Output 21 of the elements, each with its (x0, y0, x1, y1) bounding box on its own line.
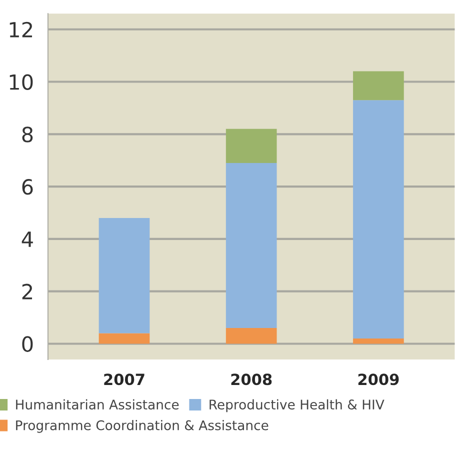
y-tick-label: 8 (22, 126, 33, 142)
x-tick-label: 2009 (358, 374, 399, 386)
bar (353, 338, 404, 344)
y-tick-label: 6 (22, 179, 33, 195)
y-tick-label: 12 (10, 22, 32, 38)
y-tick-label: 0 (22, 336, 33, 352)
legend-label: Reproductive Health & HIV (210, 399, 384, 412)
bar (98, 218, 150, 334)
bar (226, 162, 277, 328)
bar (226, 328, 277, 344)
bar (98, 333, 150, 344)
y-tick-label: 4 (22, 232, 33, 247)
legend-label: Humanitarian Assistance (16, 399, 179, 410)
bar (226, 128, 277, 163)
y-tick-label: 10 (10, 74, 33, 90)
legend-label: Programme Coordination & Assistance (16, 420, 268, 433)
x-tick-label: 2008 (231, 374, 272, 386)
bar (353, 71, 404, 100)
bar (353, 100, 404, 338)
x-tick-label: 2007 (104, 374, 144, 386)
y-tick-label: 2 (22, 284, 32, 300)
